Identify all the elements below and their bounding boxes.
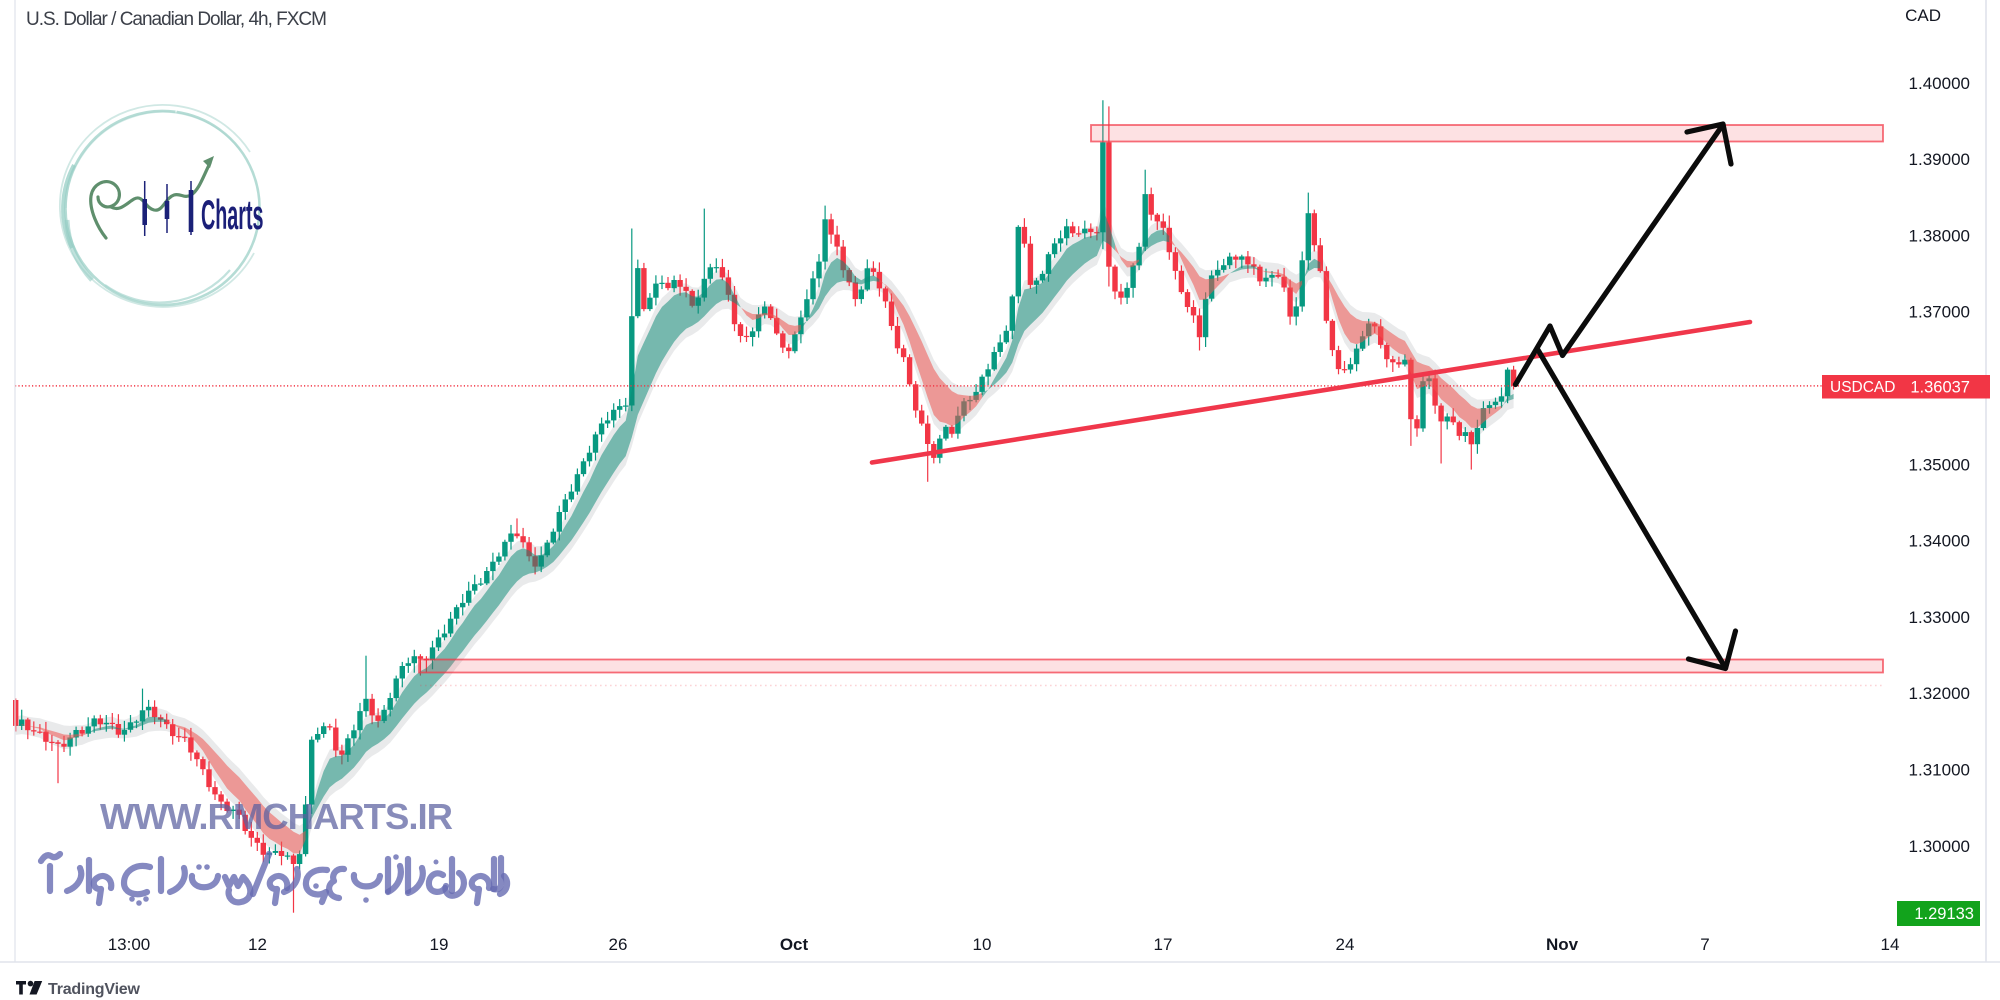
svg-text:17: 17 xyxy=(1154,935,1173,954)
svg-text:1.36037: 1.36037 xyxy=(1910,379,1970,397)
svg-text:14: 14 xyxy=(1881,935,1900,954)
svg-text:1.34000: 1.34000 xyxy=(1909,532,1970,551)
svg-text:26: 26 xyxy=(609,935,628,954)
svg-text:WWW.RMCHARTS.IR: WWW.RMCHARTS.IR xyxy=(100,796,453,837)
svg-text:CAD: CAD xyxy=(1905,6,1941,25)
svg-text:10: 10 xyxy=(973,935,992,954)
svg-text:1.33000: 1.33000 xyxy=(1909,608,1970,627)
svg-text:USDCAD: USDCAD xyxy=(1830,379,1895,396)
svg-text:1.40000: 1.40000 xyxy=(1909,74,1970,93)
svg-text:1.38000: 1.38000 xyxy=(1909,226,1970,245)
svg-text:7: 7 xyxy=(1700,935,1709,954)
svg-text:TradingView: TradingView xyxy=(48,981,141,998)
svg-text:1.29133: 1.29133 xyxy=(1914,905,1974,923)
svg-text:1.30000: 1.30000 xyxy=(1909,837,1970,856)
svg-text:24: 24 xyxy=(1336,935,1355,954)
svg-text:1.32000: 1.32000 xyxy=(1909,684,1970,703)
svg-text:12: 12 xyxy=(248,935,267,954)
svg-text:1.37000: 1.37000 xyxy=(1909,303,1970,322)
svg-text:1.39000: 1.39000 xyxy=(1909,150,1970,169)
svg-text:1.35000: 1.35000 xyxy=(1909,455,1970,474)
svg-text:Oct: Oct xyxy=(780,935,809,954)
svg-text:19: 19 xyxy=(430,935,449,954)
svg-text:1.31000: 1.31000 xyxy=(1909,761,1970,780)
svg-text:Charts: Charts xyxy=(201,191,263,238)
svg-text:13:00: 13:00 xyxy=(108,935,151,954)
svg-text:Nov: Nov xyxy=(1546,935,1579,954)
svg-text:U.S. Dollar / Canadian Dollar,: U.S. Dollar / Canadian Dollar, 4h, FXCM xyxy=(26,9,326,30)
